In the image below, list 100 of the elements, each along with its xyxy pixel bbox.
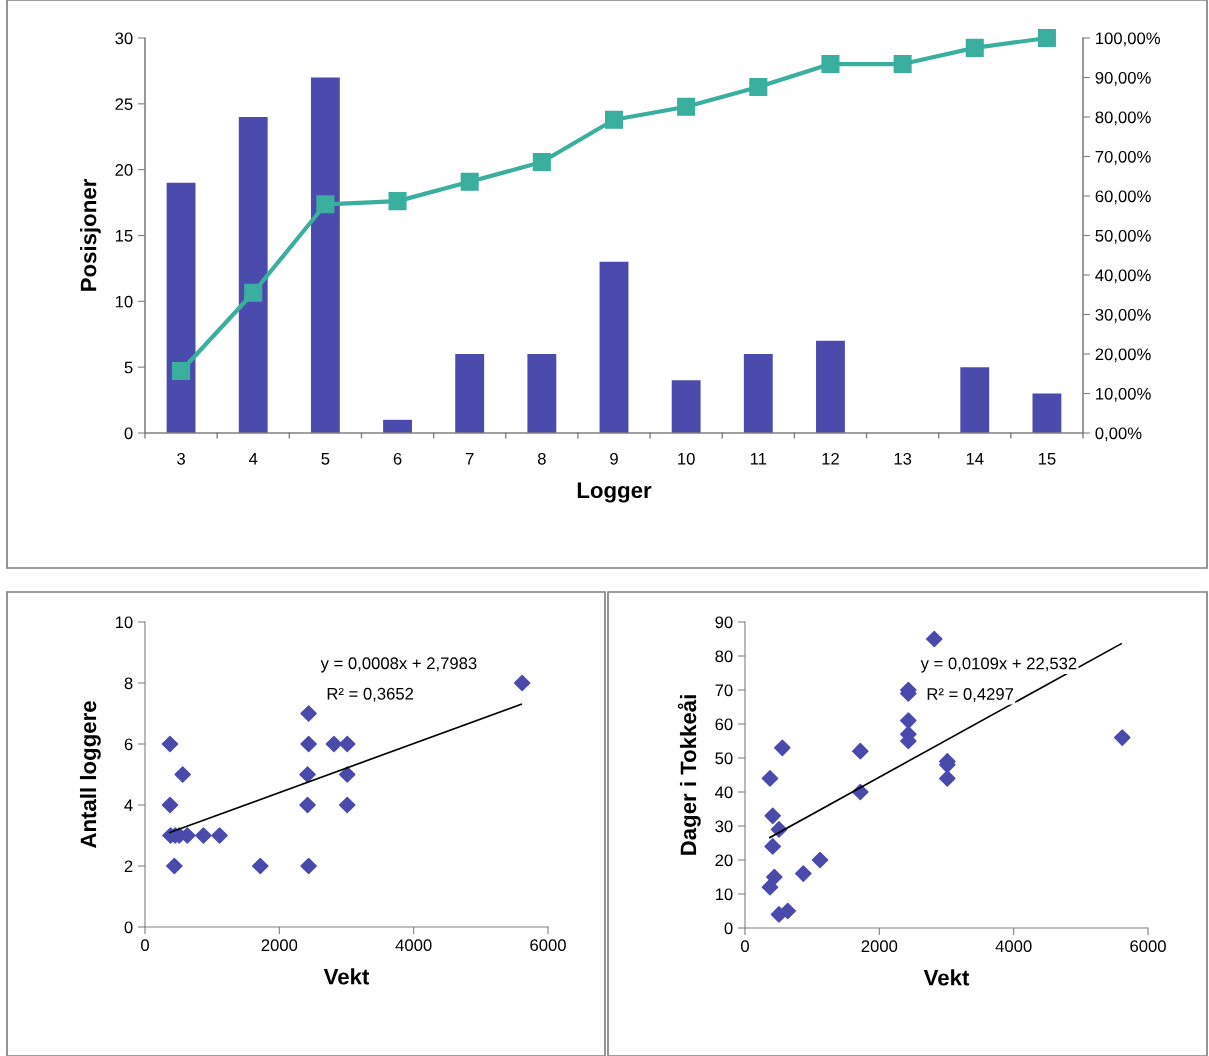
y2-tick-label: 90,00% [1095, 71, 1151, 86]
y2-tick-label: 40,00% [1095, 269, 1151, 284]
y2-tick-label: 70,00% [1095, 150, 1151, 165]
point [811, 851, 829, 869]
y2-tick-label: 20,00% [1095, 348, 1151, 363]
point [764, 838, 781, 855]
y-tick-label: 5 [124, 361, 133, 374]
x-tick-label: 6 [393, 452, 402, 465]
point [893, 55, 912, 74]
x-tick-label: 14 [966, 453, 984, 465]
y2-tick-label: 80,00% [1095, 111, 1151, 126]
y-tick-label: 10 [115, 616, 133, 629]
annotation: R² = 0,3652 [327, 687, 414, 702]
x-tick-label: 10 [678, 452, 695, 465]
y-tick-label: 30 [715, 820, 733, 833]
y-tick-label: 0 [124, 427, 133, 440]
point [174, 766, 191, 783]
x-axis-title: Vekt [923, 969, 970, 986]
point [300, 735, 317, 753]
point [1037, 28, 1056, 48]
y-tick-label: 20 [115, 164, 133, 176]
bar [743, 354, 773, 433]
y2-tick-label: 10,00% [1096, 387, 1151, 402]
bar [238, 117, 268, 433]
y2-tick-label: 50,00% [1095, 229, 1151, 244]
y-tick-label: 6 [124, 738, 133, 751]
x-tick-label: 6000 [530, 939, 566, 952]
x-tick-label: 2000 [861, 940, 898, 953]
point [779, 902, 797, 920]
y-tick-label: 10 [715, 888, 733, 901]
x-tick-label: 0 [741, 940, 749, 953]
annotation: R² = 0,4297 [927, 688, 1014, 702]
x-tick-label: 2000 [261, 939, 298, 952]
point [161, 735, 179, 753]
y-tick-label: 4 [124, 799, 133, 812]
x-tick-label: 4 [248, 453, 258, 465]
bar [166, 182, 196, 433]
point [338, 766, 356, 783]
point [338, 735, 356, 753]
point [852, 742, 869, 760]
point [316, 195, 335, 214]
x-tick-label: 6000 [1130, 940, 1166, 953]
annotation: y = 0,0109x + 22,532 [920, 657, 1077, 673]
point [299, 766, 316, 783]
point [749, 77, 768, 97]
x-axis-title: Logger [577, 482, 652, 503]
y-tick-label: 30 [115, 32, 133, 45]
point [166, 857, 183, 875]
point [900, 712, 917, 729]
point [388, 192, 407, 211]
y-tick-label: 15 [115, 230, 133, 242]
bar [1032, 393, 1062, 433]
point [925, 630, 943, 648]
x-tick-label: 3 [177, 452, 185, 465]
point [172, 361, 191, 381]
y-axis-title: Antall loggere [79, 701, 101, 849]
y-tick-label: 90 [715, 616, 733, 629]
bar [310, 77, 340, 433]
bar [599, 261, 629, 433]
y-tick-label: 80 [715, 650, 733, 663]
x-axis-title: Vekt [323, 968, 370, 985]
y-tick-label: 25 [115, 98, 133, 111]
x-tick-label: 12 [822, 452, 839, 465]
y2-tick-label: 30,00% [1095, 308, 1151, 323]
y-tick-label: 0 [124, 921, 133, 934]
y-axis-title: Posisjoner [80, 179, 101, 291]
x-tick-label: 0 [141, 939, 149, 952]
point [460, 172, 479, 191]
point [299, 796, 316, 814]
x-tick-label: 15 [1038, 453, 1056, 465]
y-tick-label: 50 [715, 752, 733, 765]
x-tick-label: 9 [610, 452, 618, 465]
x-tick-label: 13 [894, 452, 912, 465]
x-tick-label: 7 [465, 453, 474, 465]
y-axis-title: Dager i Tokkeåi [677, 695, 701, 855]
bar [527, 354, 557, 433]
y-tick-label: 70 [715, 684, 733, 697]
point [774, 739, 791, 757]
point [764, 807, 781, 825]
point [604, 110, 624, 129]
y2-tick-label: 100,00% [1096, 32, 1161, 47]
y-tick-label: 8 [124, 677, 133, 690]
bar [455, 354, 485, 433]
point [211, 827, 228, 844]
point [677, 97, 696, 116]
annotation: y = 0,0008x + 2,7983 [320, 657, 477, 673]
point [244, 283, 263, 302]
y-tick-label: 0 [724, 922, 733, 935]
point [965, 38, 984, 57]
bar [671, 380, 701, 433]
y2-tick-label: 60,00% [1095, 190, 1151, 205]
x-tick-label: 11 [750, 453, 767, 465]
point [195, 827, 212, 844]
point [821, 55, 840, 74]
y2-tick-label: 0,00% [1095, 427, 1142, 442]
point [794, 865, 812, 882]
point [1113, 729, 1131, 746]
bar [383, 419, 412, 433]
point [939, 770, 956, 787]
point [325, 735, 343, 753]
